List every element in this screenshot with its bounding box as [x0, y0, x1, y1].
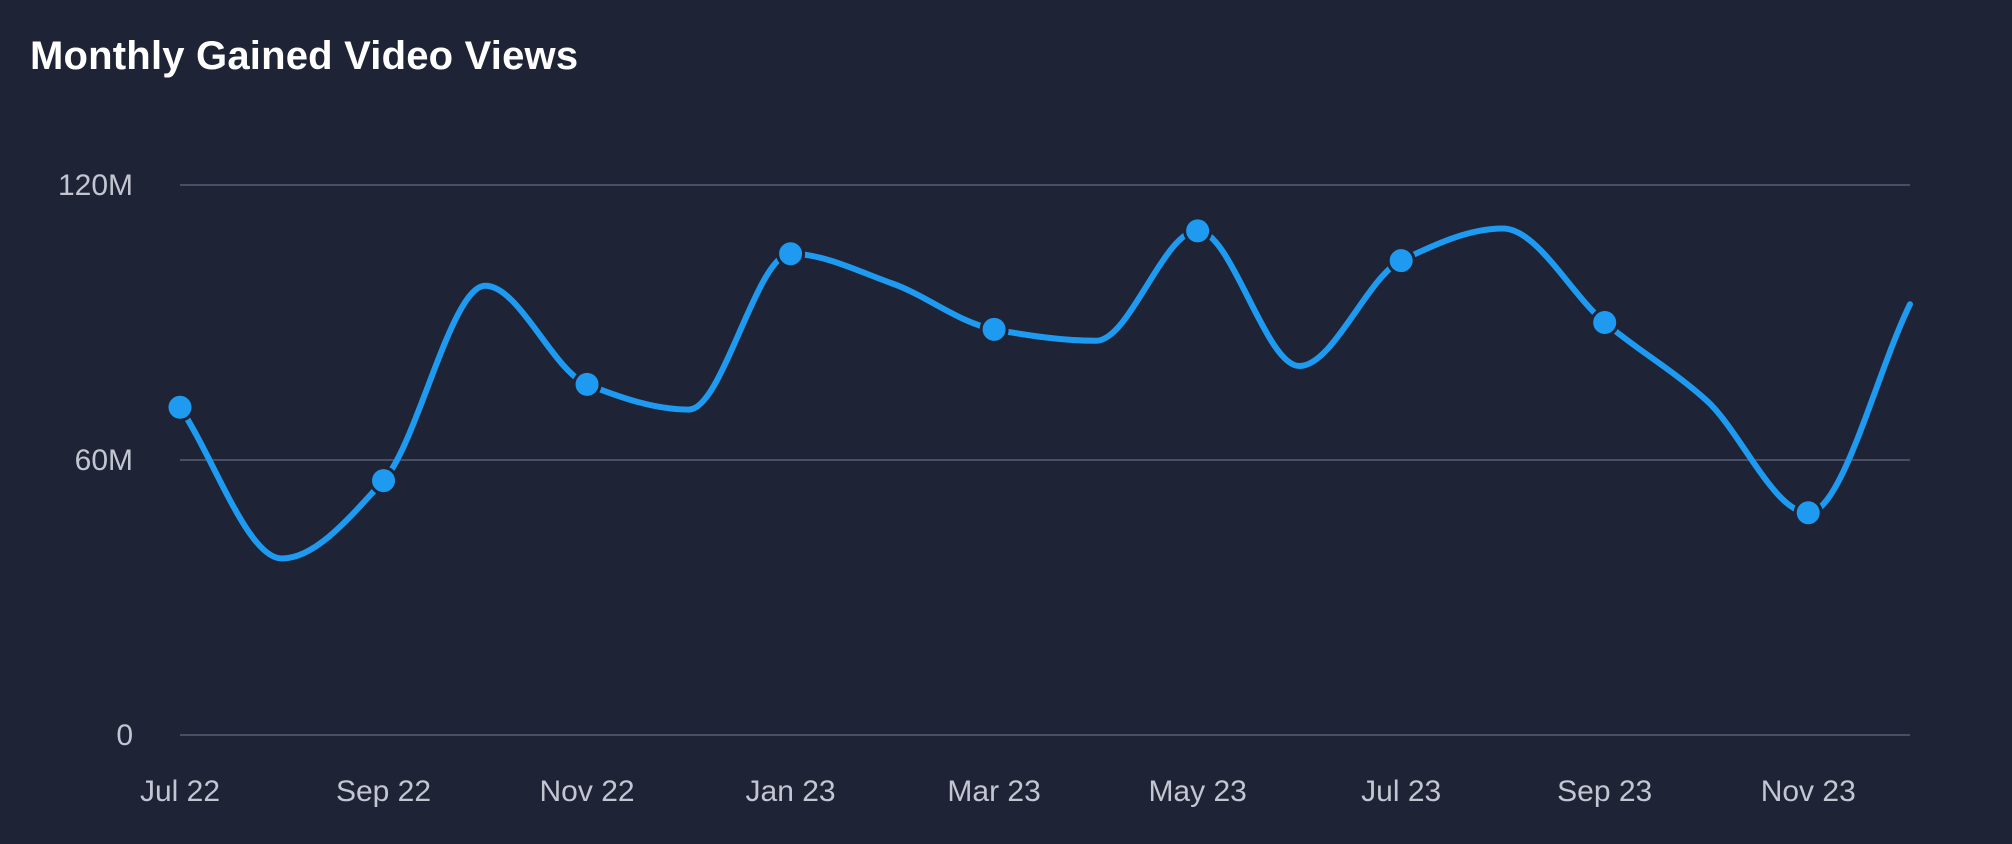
x-tick-label: Sep 23: [1557, 775, 1652, 808]
data-point[interactable]: [1793, 498, 1823, 528]
data-point[interactable]: [165, 392, 195, 422]
x-axis-labels: Jul 22 Sep 22 Nov 22 Jan 23 Mar 23 May 23 Jul …: [140, 775, 1856, 808]
data-point[interactable]: [1590, 308, 1620, 337]
y-axis-labels: 0 60M 120M: [58, 169, 133, 752]
x-tick-label: Nov 23: [1761, 775, 1856, 808]
grid-lines: [180, 184, 1910, 736]
data-point[interactable]: [1386, 246, 1416, 276]
series-lines: [177, 225, 1913, 562]
data-point[interactable]: [776, 239, 806, 269]
x-tick-label: Sep 22: [336, 775, 431, 808]
series-markers: [165, 216, 1823, 528]
data-point[interactable]: [369, 466, 399, 496]
x-tick-label: May 23: [1148, 775, 1246, 808]
x-tick-label: Jul 23: [1361, 775, 1441, 808]
chart-title: Monthly Gained Video Views: [30, 34, 579, 78]
y-tick-label: 60M: [75, 444, 133, 477]
x-tick-label: Mar 23: [947, 775, 1040, 808]
series-line: [177, 225, 1913, 562]
x-tick-label: Nov 22: [540, 775, 635, 808]
data-point[interactable]: [979, 314, 1009, 344]
x-tick-label: Jul 22: [140, 775, 220, 808]
y-tick-label: 0: [116, 719, 133, 752]
x-tick-label: Jan 23: [746, 775, 836, 808]
data-point[interactable]: [1183, 216, 1213, 246]
data-point[interactable]: [572, 369, 602, 399]
y-tick-label: 120M: [58, 169, 133, 202]
